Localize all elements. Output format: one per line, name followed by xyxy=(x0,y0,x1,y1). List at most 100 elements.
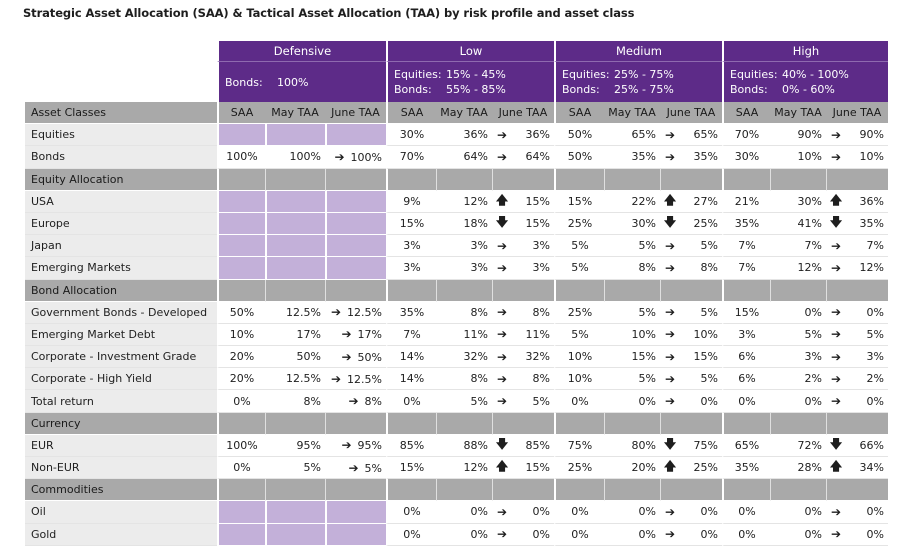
bounds-line: Bonds: 25% - 75% xyxy=(562,82,718,97)
june-taa-value: 0% xyxy=(846,523,888,546)
section-fill xyxy=(386,479,436,502)
june-taa-value: 10% xyxy=(680,323,722,347)
june-taa-number: 8% xyxy=(364,395,382,409)
arrow-right-icon: ➔ xyxy=(664,127,676,142)
june-taa-value: 5% xyxy=(512,390,554,413)
saa-value: 0% xyxy=(386,523,436,546)
trend-arrow-cell: ➔ xyxy=(660,368,680,391)
may-taa-value: 0% xyxy=(770,390,826,413)
asset-class-label: Oil xyxy=(25,501,217,524)
saa-value: 10% xyxy=(554,368,604,391)
trend-arrow-cell: 🡅 xyxy=(492,457,512,480)
arrow-right-icon: ➔ xyxy=(664,260,676,275)
may-taa-value: 0% xyxy=(604,501,660,524)
may-taa-value: 5% xyxy=(604,368,660,391)
june-taa-value: 90% xyxy=(846,124,888,147)
section-fill xyxy=(436,279,492,302)
table-row-emerging-markets: Emerging Markets 3% 3% ➔ 3% 5% 8% ➔ 8% 7% 12% ➔ 12% xyxy=(25,257,888,280)
arrow-right-icon: ➔ xyxy=(341,327,352,342)
saa-value: 0% xyxy=(554,501,604,524)
section-fill xyxy=(770,279,826,302)
defensive-shaded-cell xyxy=(217,124,265,147)
saa-value: 20% xyxy=(217,346,265,369)
trend-arrow-cell: ➔ xyxy=(660,346,680,369)
may-taa-value: 3% xyxy=(436,235,492,258)
trend-arrow-cell: ➔ xyxy=(826,501,846,524)
may-taa-value: 15% xyxy=(604,346,660,369)
june-taa-value: 11% xyxy=(512,323,554,347)
section-fill xyxy=(604,412,660,435)
table-row-europe: Europe 15% 18% 🡇 15% 25% 30% 🡇 25% 35% 41% 🡇 35% xyxy=(25,212,888,236)
section-fill xyxy=(826,279,888,302)
trend-arrow-cell: ➔ xyxy=(660,523,680,546)
defensive-shaded-cell xyxy=(217,257,265,280)
june-taa-value: 34% xyxy=(846,457,888,480)
section-label: Bond Allocation xyxy=(25,279,217,302)
trend-arrow-cell: ➔ xyxy=(492,523,512,546)
june-taa-number: 12.5% xyxy=(347,306,382,320)
arrow-up-icon: 🡅 xyxy=(663,192,677,207)
section-fill xyxy=(554,168,604,191)
may-taa-value: 0% xyxy=(604,390,660,413)
asset-class-label: USA xyxy=(25,190,217,213)
saa-value: 21% xyxy=(722,190,770,213)
saa-value: 15% xyxy=(386,212,436,236)
june-taa-value: 8% xyxy=(512,301,554,324)
may-taa-value: 0% xyxy=(604,523,660,546)
section-fill xyxy=(660,479,722,502)
saa-value: 30% xyxy=(386,124,436,147)
trend-arrow-cell: ➔ xyxy=(492,390,512,413)
bounds-line: Bonds: 0% - 60% xyxy=(730,82,884,97)
june-taa-value: 3% xyxy=(512,257,554,280)
trend-arrow-cell: 🡅 xyxy=(826,190,846,213)
may-taa-value: 41% xyxy=(770,212,826,236)
section-fill xyxy=(265,168,325,191)
defensive-shaded-cell xyxy=(325,501,386,524)
trend-arrow-cell: ➔ xyxy=(492,124,512,147)
june-taa-value: 64% xyxy=(512,146,554,169)
june-taa-value: 0% xyxy=(680,390,722,413)
june-taa-value: 3% xyxy=(512,235,554,258)
trend-arrow-cell: ➔ xyxy=(492,235,512,258)
june-taa-value: ➔ 95% xyxy=(325,434,386,457)
arrow-right-icon: ➔ xyxy=(496,127,508,142)
saa-value: 0% xyxy=(554,523,604,546)
may-taa-value: 64% xyxy=(436,146,492,169)
defensive-shaded-cell xyxy=(325,212,386,236)
saa-value: 0% xyxy=(386,390,436,413)
arrow-right-icon: ➔ xyxy=(496,260,508,275)
corner-blank xyxy=(25,41,217,62)
june-taa-value: 0% xyxy=(846,501,888,524)
may-taa-value: 10% xyxy=(770,146,826,169)
section-fill xyxy=(436,479,492,502)
col-header-june-taa: June TAA xyxy=(660,102,722,125)
may-taa-value: 12% xyxy=(436,190,492,213)
bounds-key: Bonds: xyxy=(730,83,768,96)
may-taa-value: 5% xyxy=(265,457,325,480)
arrow-up-icon: 🡅 xyxy=(663,459,677,474)
table-row-corporate-investment-grade: Corporate - Investment Grade 20% 50% ➔ 50% 14… xyxy=(25,346,888,369)
june-taa-number: 17% xyxy=(357,328,382,342)
trend-arrow-cell: 🡇 xyxy=(660,434,680,457)
page-title: Strategic Asset Allocation (SAA) & Tacti… xyxy=(23,6,635,20)
saa-value: 6% xyxy=(722,346,770,369)
section-fill xyxy=(554,412,604,435)
saa-value: 9% xyxy=(386,190,436,213)
trend-arrow-cell: ➔ xyxy=(826,346,846,369)
arrow-right-icon: ➔ xyxy=(496,149,508,164)
june-taa-value: 3% xyxy=(846,346,888,369)
col-header-june-taa: June TAA xyxy=(826,102,888,125)
bounds-value: 55% - 85% xyxy=(446,83,506,96)
arrow-right-icon: ➔ xyxy=(664,305,676,320)
may-taa-value: 0% xyxy=(770,501,826,524)
col-header-saa: SAA xyxy=(722,102,770,125)
defensive-shaded-cell xyxy=(325,124,386,147)
saa-value: 10% xyxy=(217,323,265,347)
bounds-line: Equities: 40% - 100% xyxy=(730,67,884,82)
section-row-equity-allocation: Equity Allocation xyxy=(25,168,888,191)
saa-value: 25% xyxy=(554,212,604,236)
june-taa-value: 15% xyxy=(680,346,722,369)
may-taa-value: 5% xyxy=(604,235,660,258)
may-taa-value: 5% xyxy=(436,390,492,413)
arrow-right-icon: ➔ xyxy=(830,260,842,275)
